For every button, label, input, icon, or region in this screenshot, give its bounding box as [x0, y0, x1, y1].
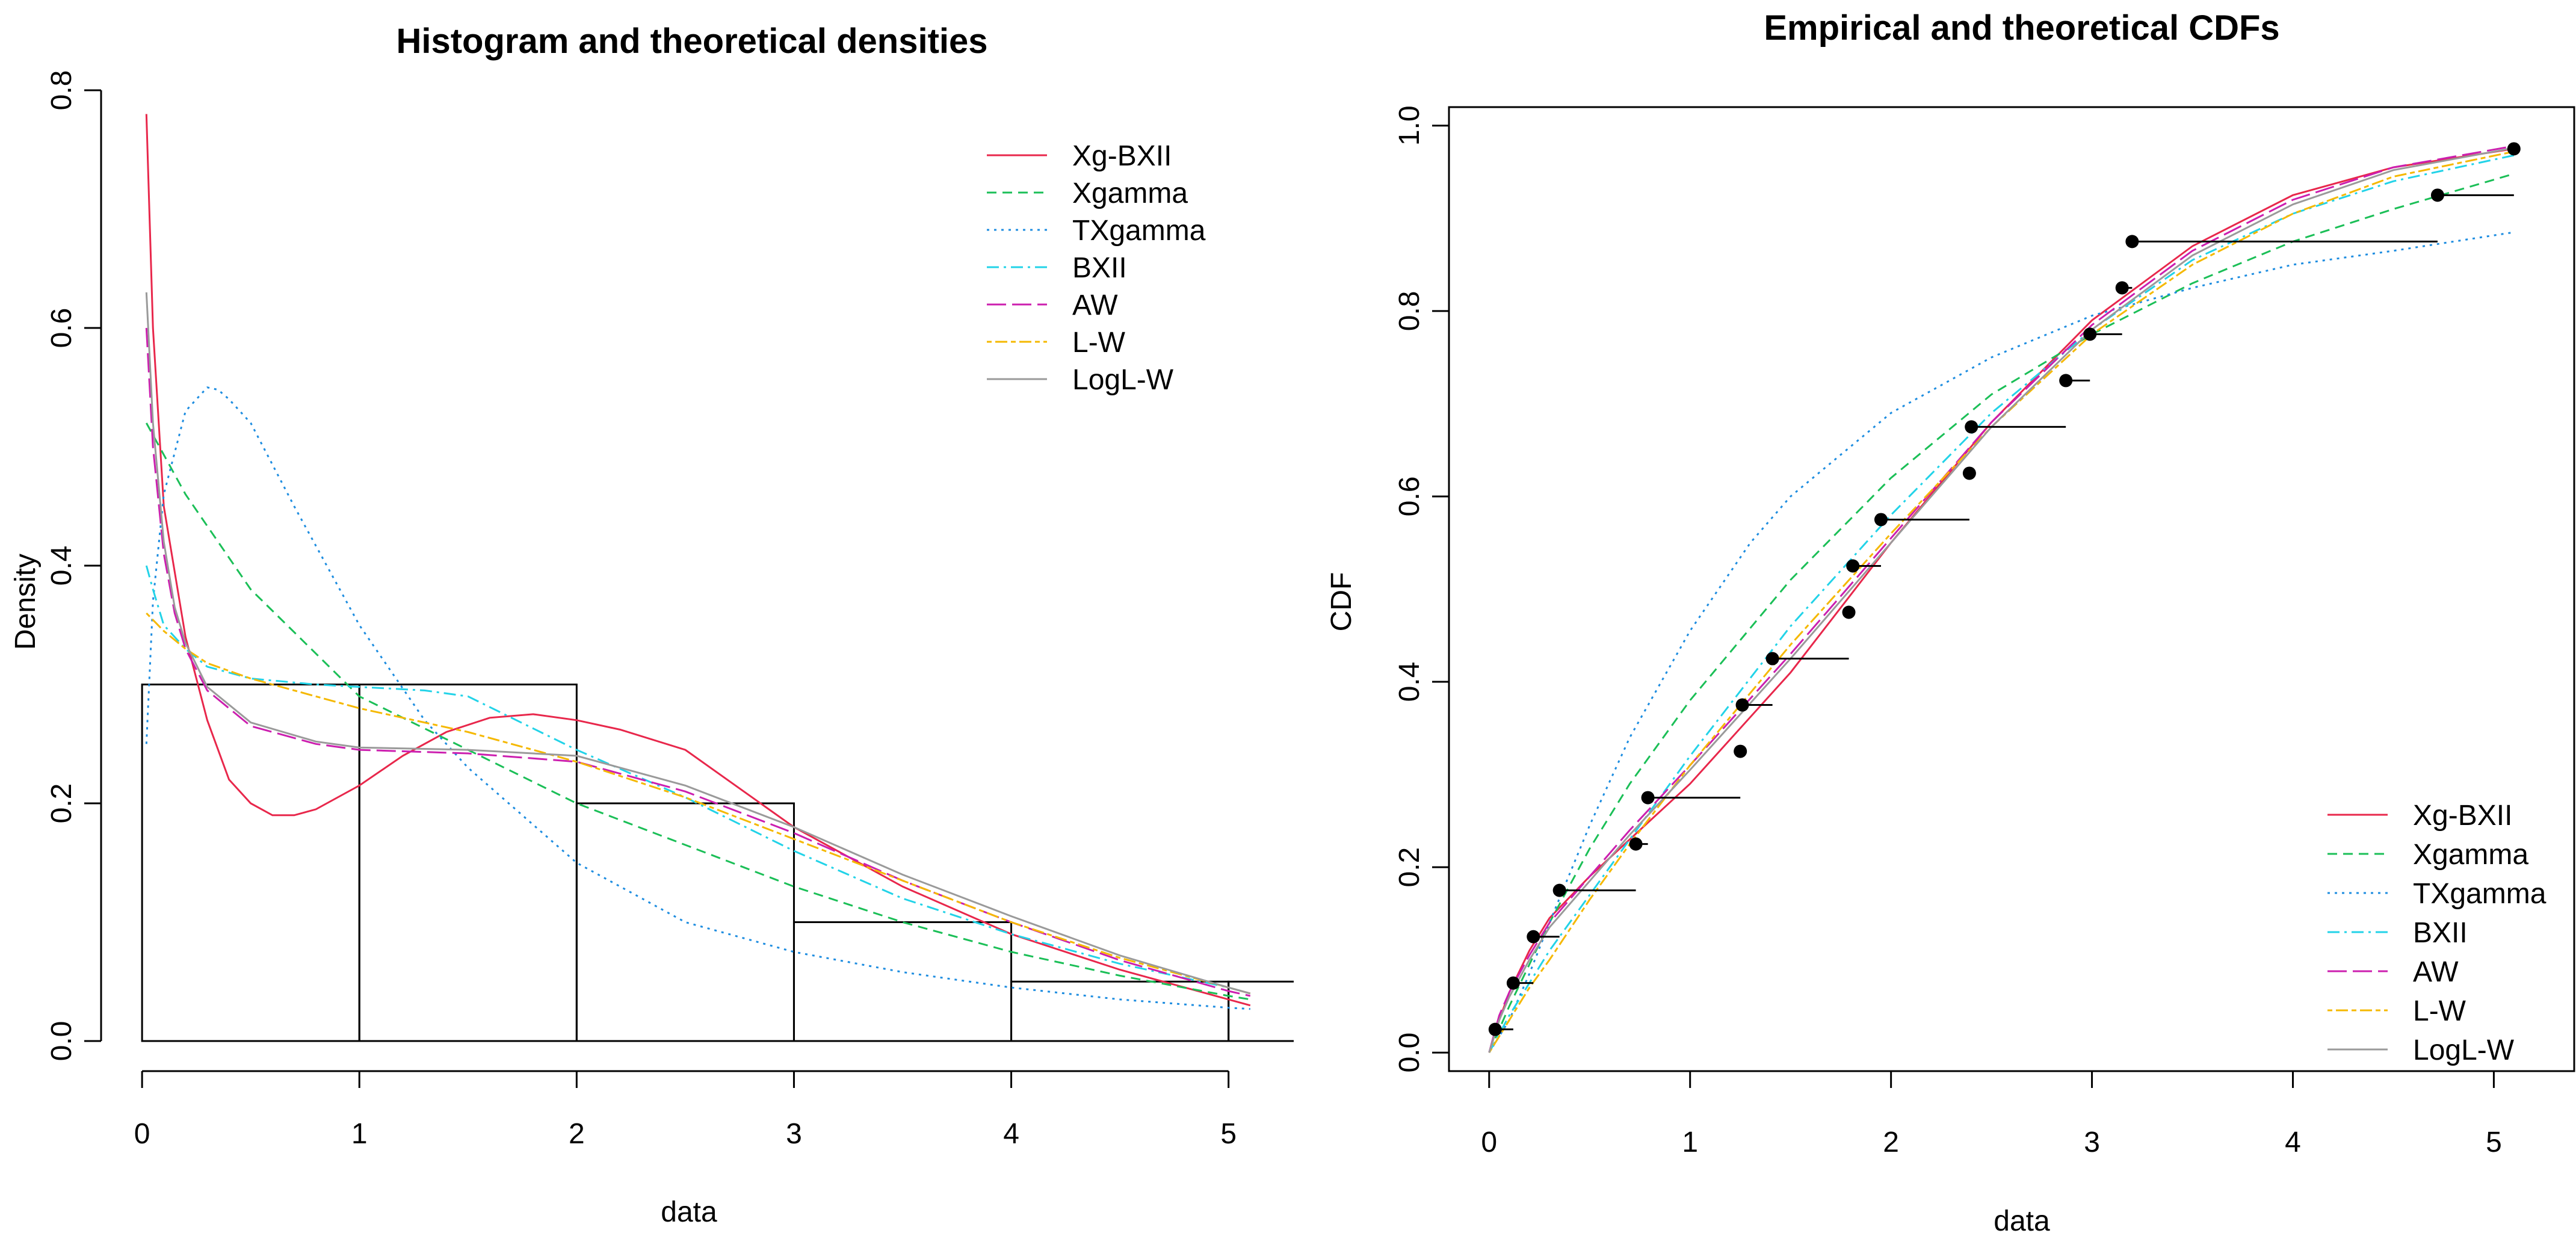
ecdf-point	[1962, 466, 1976, 480]
left-x-axis-label: data	[661, 1196, 717, 1228]
left-y-tick-label: 0.2	[46, 783, 78, 824]
ecdf-point	[1641, 791, 1655, 805]
left-legend-label: Xg-BXII	[1072, 140, 1172, 172]
right-axes: 0.0 0.2 0.4 0.6 0.8 1.0 0 1 2 3 4 5	[1394, 105, 2502, 1158]
cdf-curve-txgamma	[1488, 231, 2515, 1053]
right-x-tick-label: 0	[1481, 1126, 1497, 1158]
ecdf-point	[1846, 559, 1860, 573]
left-y-tick-label: 0.4	[46, 546, 78, 586]
right-x-tick-label: 1	[1682, 1126, 1698, 1158]
cdf-curve-logl-w	[1488, 147, 2515, 1053]
left-y-tick-label: 0.8	[46, 70, 78, 111]
left-y-tick-label: 0.6	[46, 308, 78, 348]
density-curve-xg-bxii	[145, 114, 1251, 1007]
left-y-axis-label: Density	[10, 554, 42, 650]
ecdf-point	[1552, 883, 1566, 897]
ecdf-point	[2083, 327, 2097, 341]
right-legend-label: BXII	[2413, 917, 2468, 949]
right-legend-label: L-W	[2413, 995, 2466, 1027]
density-curve-txgamma	[145, 386, 1250, 1010]
left-x-tick-label: 0	[134, 1118, 150, 1150]
ecdf-point	[2507, 142, 2521, 156]
right-legend-label: TXgamma	[2413, 878, 2547, 910]
empirical-cdf-steps	[1488, 142, 2521, 1036]
right-y-tick-label: 0.8	[1394, 291, 1425, 332]
density-curve-xgamma	[145, 422, 1251, 1001]
left-x-tick-label: 5	[1220, 1118, 1237, 1150]
density-curves	[145, 114, 1251, 1010]
left-legend-label: Xgamma	[1072, 178, 1188, 209]
ecdf-point	[2115, 281, 2129, 295]
cdf-curve-bxii	[1488, 154, 2515, 1053]
ecdf-point	[1874, 513, 1888, 527]
cdf-curve-xg-bxii	[1488, 147, 2515, 1053]
right-y-tick-label: 0.2	[1394, 847, 1425, 888]
right-x-tick-label: 3	[2084, 1126, 2100, 1158]
histogram-bar	[1228, 980, 1294, 1041]
right-x-axis-label: data	[1994, 1205, 2050, 1237]
cdf-curve-l-w	[1488, 150, 2515, 1053]
ecdf-point	[1765, 652, 1779, 666]
right-legend-label: AW	[2413, 956, 2459, 988]
ecdf-point	[1488, 1022, 1502, 1036]
right-x-tick-label: 4	[2285, 1126, 2301, 1158]
left-legend-label: L-W	[1072, 327, 1126, 359]
density-panel: Histogram and theoretical densities Dens…	[10, 22, 1294, 1228]
ecdf-point	[1527, 930, 1540, 944]
ecdf-point	[2125, 235, 2139, 249]
histogram-bar	[358, 684, 578, 1042]
left-x-tick-label: 2	[569, 1118, 585, 1150]
histogram-bar	[141, 684, 360, 1042]
left-legend-label: LogL-W	[1072, 364, 1174, 396]
cdf-curves	[1488, 145, 2515, 1053]
right-legend-label: LogL-W	[2413, 1034, 2515, 1066]
histogram-bars	[141, 684, 1294, 1042]
cdf-curve-aw	[1488, 145, 2515, 1053]
left-y-tick-label: 0.0	[46, 1021, 78, 1061]
ecdf-point	[1629, 837, 1643, 851]
left-legend: Xg-BXII Xgamma TXgamma BXII AW L-W LogL-W	[987, 140, 1206, 396]
density-curve-aw	[145, 327, 1251, 997]
left-legend-label: TXgamma	[1072, 215, 1206, 247]
right-legend-label: Xgamma	[2413, 839, 2528, 871]
ecdf-point	[2430, 188, 2444, 202]
left-chart-title: Histogram and theoretical densities	[396, 22, 987, 61]
left-x-tick-label: 3	[786, 1118, 802, 1150]
density-curve-logl-w	[145, 292, 1251, 995]
right-y-tick-label: 0.6	[1394, 477, 1425, 517]
cdf-panel: Empirical and theoretical CDFs CDF data …	[1326, 8, 2575, 1237]
left-axes: 0.0 0.2 0.4 0.6 0.8 0 1 2 3 4 5	[46, 70, 1237, 1150]
ecdf-point	[1506, 976, 1520, 990]
ecdf-point	[1965, 420, 1978, 434]
right-y-tick-label: 0.0	[1394, 1033, 1425, 1073]
histogram-bar	[575, 802, 795, 1042]
right-chart-title: Empirical and theoretical CDFs	[1764, 8, 2279, 48]
left-legend-label: AW	[1072, 289, 1118, 321]
ecdf-point	[1735, 698, 1749, 712]
right-legend-label: Xg-BXII	[2413, 800, 2512, 832]
ecdf-point	[1842, 605, 1856, 619]
right-plot-box	[1448, 106, 2575, 1072]
left-legend-label: BXII	[1072, 252, 1127, 284]
ecdf-point	[2059, 374, 2073, 388]
left-x-tick-label: 1	[351, 1118, 368, 1150]
right-x-tick-label: 2	[1883, 1126, 1899, 1158]
density-curve-bxii	[145, 565, 1251, 995]
right-y-tick-label: 1.0	[1394, 105, 1425, 146]
right-y-tick-label: 0.4	[1394, 662, 1425, 702]
histogram-bar	[792, 921, 1013, 1042]
density-curve-l-w	[146, 612, 1251, 995]
right-x-tick-label: 5	[2486, 1126, 2502, 1158]
right-y-axis-label: CDF	[1326, 572, 1357, 632]
cdf-curve-xgamma	[1488, 173, 2515, 1053]
left-x-tick-label: 4	[1003, 1118, 1019, 1150]
ecdf-point	[1734, 744, 1747, 758]
right-legend: Xg-BXII Xgamma TXgamma BXII AW L-W LogL-W	[2327, 800, 2547, 1066]
